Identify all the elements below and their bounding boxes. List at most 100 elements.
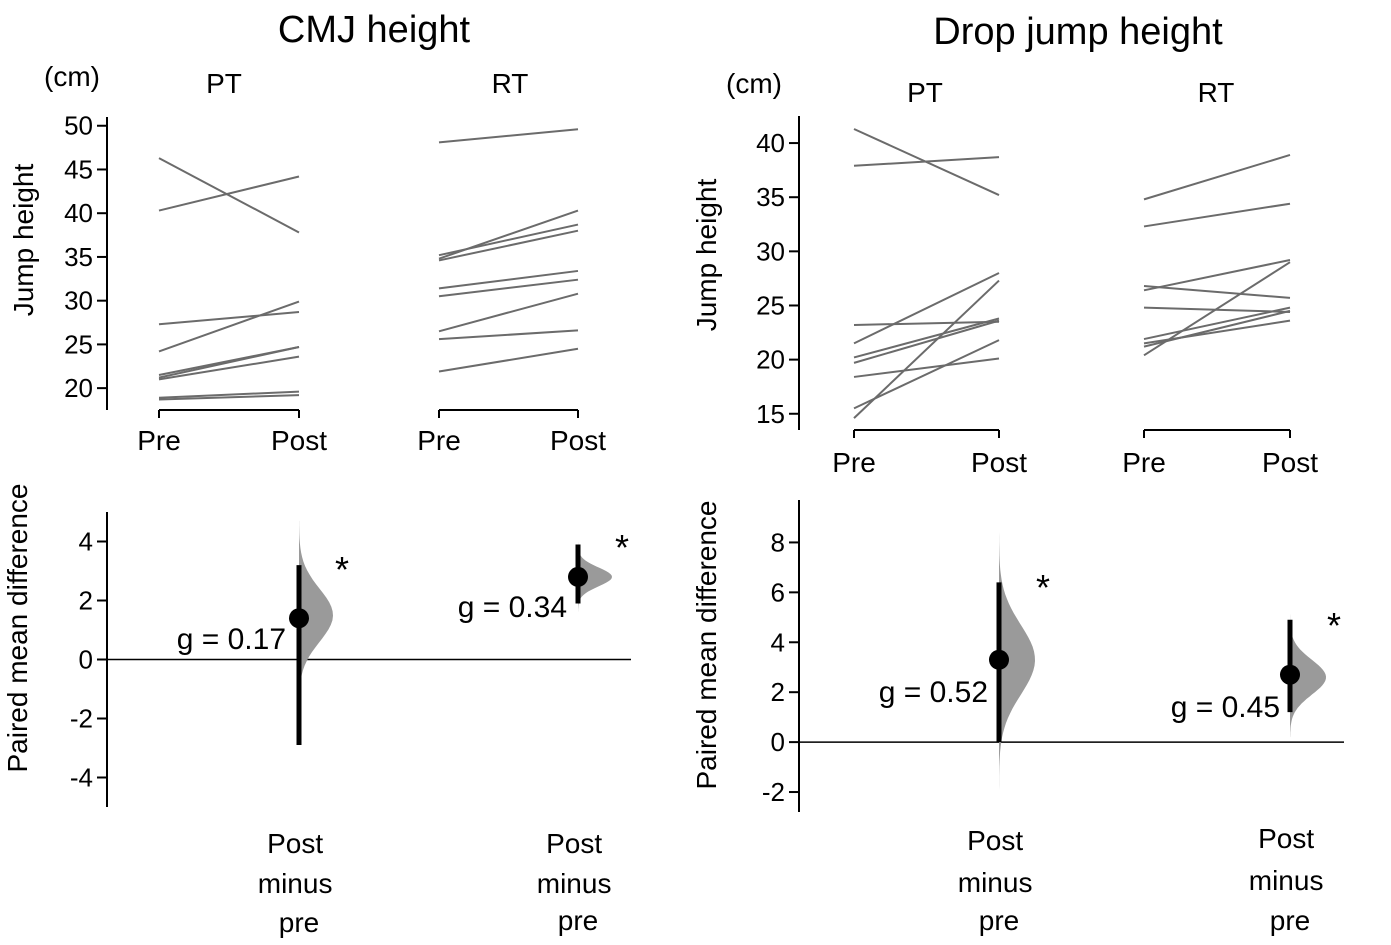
cmj-slope-line xyxy=(438,269,579,290)
cmj-slope-line xyxy=(158,300,300,353)
dj-slope-line xyxy=(853,319,1000,364)
cmj-slope-line xyxy=(438,229,579,262)
dj-diff-label-rt-line3: pre xyxy=(1270,905,1310,936)
cmj-sig-pt: * xyxy=(335,549,349,590)
dj-diff-y-tick-label: 4 xyxy=(771,627,785,657)
cmj-diff-label-rt-line1: Post xyxy=(546,828,602,859)
dj-unit-label: (cm) xyxy=(726,68,782,99)
cmj-diff-label-rt-line2: minus xyxy=(537,868,612,899)
cmj-slope-line xyxy=(438,278,579,298)
cmj-y-tick-label: 35 xyxy=(64,242,93,272)
cmj-diff-label-pt-line3: pre xyxy=(279,907,319,938)
dj-diff-label-pt-line1: Post xyxy=(967,825,1023,856)
dj-slope-line xyxy=(853,272,1000,345)
cmj-y-tick-label: 30 xyxy=(64,286,93,316)
cmj-diff-label-pt-line2: minus xyxy=(258,868,333,899)
cmj-diff-label-pt: Post minus pre xyxy=(258,828,340,938)
cmj-estimation-plot: Paired mean difference g = 0.17 g = 0.34… xyxy=(2,484,631,938)
cmj-slopegraph: (cm) Jump height PT RT Pre Post Pre Post… xyxy=(8,61,606,456)
dj-diff-bootstrap-distribution xyxy=(1290,602,1326,738)
dj-slope-line xyxy=(1143,261,1291,357)
cmj-y-tick-label: 25 xyxy=(64,329,93,359)
dj-diff-y-tick-label: 2 xyxy=(771,677,785,707)
cmj-y-tick-label: 20 xyxy=(64,373,93,403)
cmj-unit-label: (cm) xyxy=(44,61,100,92)
dj-g-label-pt: g = 0.52 xyxy=(879,676,988,709)
dj-diff-y-tick-label: 8 xyxy=(771,527,785,557)
cmj-slope-line xyxy=(438,347,579,373)
cmj-slope-line xyxy=(438,292,579,333)
cmj-slope-line xyxy=(438,329,579,341)
dj-diff-label-pt-line3: pre xyxy=(979,905,1019,936)
dj-diff-label-rt-line1: Post xyxy=(1258,823,1314,854)
cmj-rt-x-pre: Pre xyxy=(417,425,461,456)
cmj-slope-line xyxy=(158,355,300,381)
dj-diff-label-rt: Post minus pre xyxy=(1249,823,1331,936)
dj-slope-line xyxy=(1143,306,1291,341)
cmj-diff-y-tick-label: 4 xyxy=(79,527,93,557)
dj-y-tick-label: 15 xyxy=(756,399,785,429)
cmj-slope-line xyxy=(438,209,579,260)
cmj-slope-line xyxy=(438,128,579,144)
cmj-g-label-pt: g = 0.17 xyxy=(177,623,286,656)
dj-slope-line xyxy=(1143,259,1291,292)
cmj-diff-y-tick-label: -4 xyxy=(70,763,93,793)
cmj-slope-line xyxy=(158,394,300,401)
cmj-slope-line xyxy=(158,346,300,379)
dj-ylabel: Jump height xyxy=(691,179,722,332)
cmj-y-tick-label: 50 xyxy=(64,111,93,141)
dj-slope-line xyxy=(1143,154,1291,201)
cmj-diff-label-pt-line1: Post xyxy=(267,828,323,859)
dj-pt-x-post: Post xyxy=(971,447,1027,478)
dj-slopegraph: (cm) Jump height PT RT Pre Post Pre Post… xyxy=(691,68,1318,478)
cmj-slope-line xyxy=(158,390,300,399)
dj-slope-line xyxy=(853,357,1000,378)
cmj-diff-label-rt-line3: pre xyxy=(558,905,598,936)
cmj-diff-y-tick-label: 2 xyxy=(79,586,93,616)
dj-slope-line xyxy=(1143,202,1291,228)
dj-diff-label-rt-line2: minus xyxy=(1249,865,1324,896)
dj-slope-line xyxy=(853,320,1000,326)
cmj-rt-x-post: Post xyxy=(550,425,606,456)
dj-diff-y-tick-label: 6 xyxy=(771,577,785,607)
cmj-y-tick-label: 45 xyxy=(64,154,93,184)
dj-diff-y-tick-label: -2 xyxy=(762,777,785,807)
cmj-diff-y-tick-label: -2 xyxy=(70,704,93,734)
cmj-diff-mean-point xyxy=(289,608,309,629)
cmj-pt-x-post: Post xyxy=(271,425,327,456)
dj-y-tick-label: 40 xyxy=(756,128,785,158)
dj-y-tick-label: 35 xyxy=(756,182,785,212)
cmj-diff-mean-point xyxy=(568,566,588,587)
cmj-ylabel: Jump height xyxy=(8,164,39,317)
dj-y-tick-label: 20 xyxy=(756,345,785,375)
dj-slope-line xyxy=(1143,284,1291,299)
dj-y-tick-label: 30 xyxy=(756,236,785,266)
dj-group-label-rt: RT xyxy=(1198,77,1235,108)
cmj-slope-line xyxy=(158,311,300,326)
dj-diff-ylabel: Paired mean difference xyxy=(691,501,722,790)
dj-sig-pt: * xyxy=(1036,567,1050,608)
dj-diff-label-pt: Post minus pre xyxy=(958,825,1040,936)
dj-title: Drop jump height xyxy=(933,11,1223,53)
cmj-title: CMJ height xyxy=(278,9,471,51)
dj-diff-bootstrap-distribution xyxy=(999,517,1035,805)
dj-slope-line xyxy=(853,317,1000,359)
cmj-diff-bootstrap-distribution xyxy=(299,520,333,793)
dj-y-tick-label: 25 xyxy=(756,290,785,320)
cmj-diff-ylabel: Paired mean difference xyxy=(2,484,33,773)
cmj-pt-x-pre: Pre xyxy=(137,425,181,456)
cmj-slope-line xyxy=(158,157,300,234)
dj-diff-y-tick-label: 0 xyxy=(771,727,785,757)
dj-diff-mean-point xyxy=(1280,664,1300,685)
dj-sig-rt: * xyxy=(1327,605,1341,646)
dj-diff-label-pt-line2: minus xyxy=(958,867,1033,898)
cmj-diff-y-tick-label: 0 xyxy=(79,645,93,675)
dj-slope-line xyxy=(853,279,1000,419)
dj-pt-x-pre: Pre xyxy=(832,447,876,478)
dj-diff-mean-point xyxy=(989,649,1009,670)
cmj-diff-label-rt: Post minus pre xyxy=(537,828,619,936)
cmj-slope-line xyxy=(158,175,300,212)
cmj-y-tick-label: 40 xyxy=(64,198,93,228)
dj-rt-x-post: Post xyxy=(1262,447,1318,478)
